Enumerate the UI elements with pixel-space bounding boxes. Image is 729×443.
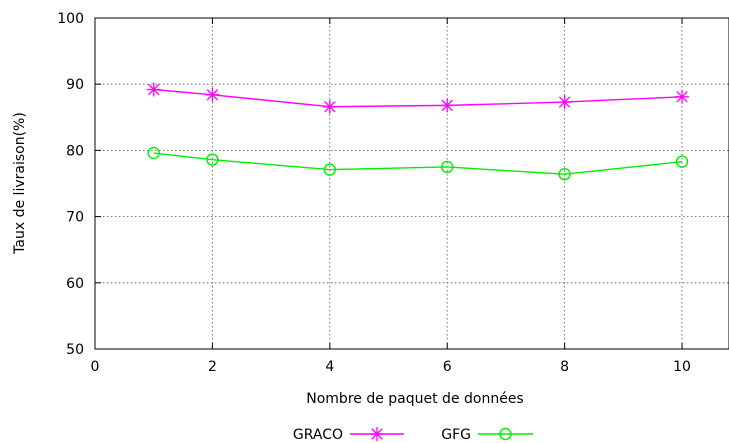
x-tick-label: 2 — [208, 359, 217, 375]
y-tick-label: 60 — [66, 276, 84, 292]
marker-stroke — [206, 89, 219, 101]
marker-stroke — [324, 100, 336, 113]
x-tick-label: 0 — [91, 359, 100, 375]
marker-stroke — [441, 99, 453, 112]
x-tick-label: 6 — [443, 359, 452, 375]
plot-frame — [94, 17, 729, 350]
series-gfg — [147, 146, 689, 181]
y-tick-label: 70 — [66, 210, 84, 226]
x-tick-label: 8 — [560, 359, 569, 375]
data-point — [441, 160, 454, 174]
data-point — [147, 146, 160, 160]
data-point — [558, 168, 571, 181]
data-point — [675, 89, 690, 104]
y-tick-label: 90 — [66, 77, 84, 93]
grid — [95, 18, 729, 349]
series-line — [153, 152, 683, 175]
data-point — [205, 87, 220, 102]
series-graco — [146, 82, 690, 114]
y-tick-label: 100 — [57, 11, 84, 27]
data-point — [557, 95, 572, 110]
legend-marker-graco — [370, 427, 384, 441]
marker-stroke — [676, 91, 688, 103]
series-layer — [146, 82, 690, 181]
data-point — [323, 163, 337, 176]
legend-label-graco: GRACO — [293, 427, 343, 443]
data-point — [440, 98, 455, 113]
marker-stroke — [147, 83, 160, 96]
legend-label-gfg: GFG — [441, 427, 471, 443]
data-point — [146, 82, 161, 97]
marker-stroke — [558, 96, 571, 108]
x-tick-label: 4 — [325, 359, 334, 375]
y-tick-label: 50 — [66, 342, 84, 358]
series-line — [153, 88, 683, 108]
y-tick-label: 80 — [66, 143, 84, 159]
x-axis-label: Nombre de paquet de données — [306, 391, 523, 407]
x-tick-label: 10 — [673, 359, 691, 375]
data-point — [206, 153, 219, 166]
legend: GRACO GFG — [293, 427, 533, 443]
marker-stroke — [371, 428, 383, 440]
data-point — [322, 99, 337, 114]
y-axis-label: Taux de livraison(%) — [12, 112, 28, 255]
data-point — [675, 155, 689, 168]
axis-ticks: 0 2 4 6 8 10 50 60 70 80 90 100 — [57, 11, 691, 375]
legend-marker-gfg — [499, 427, 512, 441]
